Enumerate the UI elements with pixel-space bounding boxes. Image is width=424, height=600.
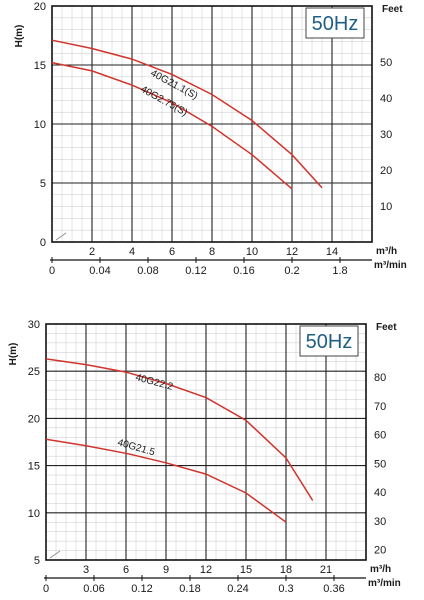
y-tick-label: 0 [40,237,46,249]
y2-tick-label: 40 [380,93,392,105]
plot-frame [51,5,373,243]
series-line-40G21.1(S) [51,39,323,189]
chart-2: 5 10 15 20 25 30 20 30 40 50 60 70 80 3 6 9 12 15 18 21 0 0.0… [8,319,401,595]
x-tick-label: 6 [123,564,129,576]
y2-tick-label: 60 [374,430,386,442]
y2-tick-label: 20 [380,165,392,177]
chart-1: 0 5 10 15 20 10 20 30 40 50 2 4 6 8 10 12 14 0 0.04 0.08 0.1… [14,1,407,277]
y2-tick-label: 50 [374,458,386,470]
x-tick-label: 3 [83,564,89,576]
x-tick-label: 14 [326,246,338,258]
series-line-40G21.5 [45,438,287,523]
x2-tick-label: 0 [43,583,49,595]
x-unit-label: m³/h [376,246,397,257]
x2-tick-label: 0.08 [137,265,158,277]
x-tick-label: 6 [169,246,175,258]
y-tick-label: 20 [28,413,40,425]
y-axis-title: H(m) [14,25,25,48]
x2-tick-label: 0.24 [227,583,248,595]
series-line-40G2.75(S) [51,61,293,190]
x2-tick-label: 0.04 [89,265,110,277]
frequency-badge [305,7,365,39]
y-tick-label: 15 [34,60,46,72]
x-tick-label: 21 [320,564,332,576]
x2-tick-label: 0.12 [185,265,206,277]
x2-tick-label: 0.2 [284,265,299,277]
y2-tick-label: 80 [374,372,386,384]
plot-frame [45,323,367,561]
x-tick-label: 4 [129,246,135,258]
origin-mark [49,550,61,559]
x-tick-label: 15 [240,564,252,576]
x-tick-label: 12 [286,246,298,258]
y2-tick-label: 30 [380,129,392,141]
y-tick-label: 10 [34,119,46,131]
y2-tick-label: 10 [380,201,392,213]
series-line-40G22.2 [45,358,314,501]
x2-tick-label: 0.16 [233,265,254,277]
frequency-badge [299,325,359,357]
y-tick-label: 10 [28,508,40,520]
x2-unit-label: m³/min [368,578,401,589]
y2-axis-title: Feet [376,322,397,333]
y-tick-label: 20 [34,1,46,13]
x-tick-label: 2 [89,246,95,258]
x2-unit-label: m³/min [374,260,407,271]
y-tick-label: 30 [28,319,40,331]
y-tick-label: 15 [28,461,40,473]
y2-tick-label: 30 [374,516,386,528]
y2-axis-title: Feet [382,4,403,15]
x2-tick-label: 0.18 [179,583,200,595]
x-tick-label: 9 [163,564,169,576]
x-tick-label: 18 [280,564,292,576]
x2-tick-label: 0.36 [323,583,344,595]
x-tick-label: 8 [209,246,215,258]
y-tick-label: 25 [28,366,40,378]
y2-tick-label: 40 [374,487,386,499]
x-unit-label: m³/h [370,564,391,575]
x-tick-label: 10 [246,246,258,258]
frequency-badge-text: 50Hz [312,13,359,35]
y2-tick-label: 50 [380,57,392,69]
origin-mark [55,232,67,241]
x-tick-label: 12 [200,564,212,576]
y-tick-label: 5 [34,555,40,567]
y2-tick-label: 70 [374,401,386,413]
x2-tick-label: 1.8 [332,265,347,277]
x2-tick-label: 0.06 [83,583,104,595]
x2-tick-label: 0 [49,265,55,277]
y2-tick-label: 20 [374,545,386,557]
x2-tick-label: 0.12 [131,583,152,595]
frequency-badge-text: 50Hz [306,331,353,353]
y-axis-title: H(m) [8,343,19,366]
y-tick-label: 5 [40,178,46,190]
x2-tick-label: 0.3 [278,583,293,595]
